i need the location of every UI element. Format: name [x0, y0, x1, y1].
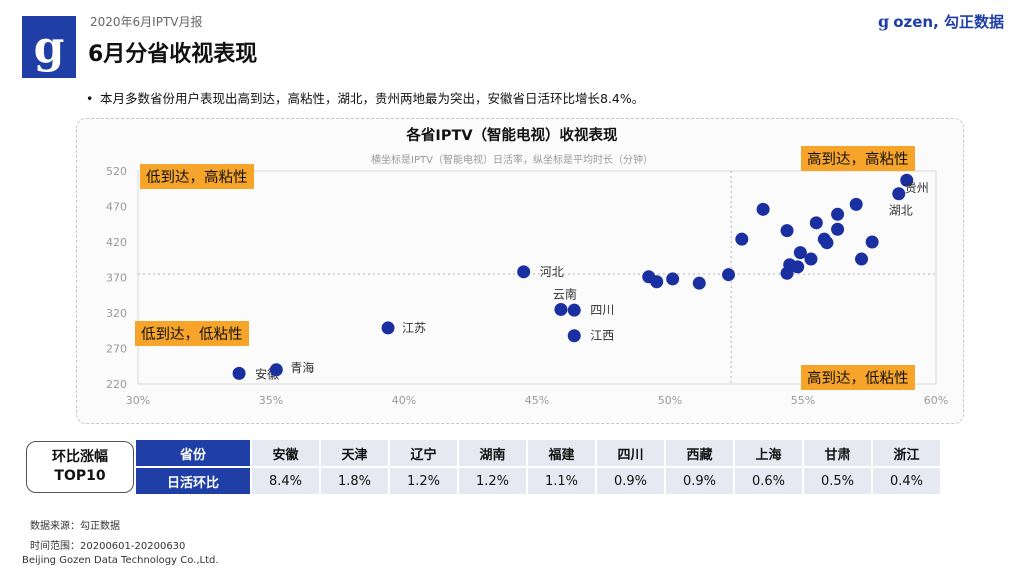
y-tick-label: 320	[106, 307, 127, 320]
ranking-value-cell: 0.4%	[873, 468, 940, 494]
quadrant-label-top-left: 低到达，高粘性	[140, 164, 254, 189]
x-tick-label: 60%	[924, 394, 948, 407]
ranking-value-cell: 0.9%	[666, 468, 733, 494]
data-point-label: 江苏	[402, 321, 426, 335]
data-point	[809, 216, 823, 230]
data-point	[804, 252, 818, 266]
data-point	[820, 236, 834, 250]
data-point	[756, 202, 770, 216]
chart-title: 各省IPTV（智能电视）收视表现	[406, 128, 618, 144]
quadrant-label-top-right: 高到达，高粘性	[801, 146, 915, 171]
ranking-province-cell: 辽宁	[390, 440, 457, 466]
report-title: 2020年6月IPTV月报	[90, 15, 203, 29]
ranking-province-cell: 四川	[597, 440, 664, 466]
data-point	[865, 235, 879, 249]
ranking-province-cell: 西藏	[666, 440, 733, 466]
y-tick-label: 270	[106, 343, 127, 356]
ranking-province-cell: 福建	[528, 440, 595, 466]
top10-label-line2: TOP10	[54, 468, 106, 484]
top10-label-line1: 环比涨幅	[52, 449, 108, 465]
data-point	[381, 321, 395, 335]
plot-area-frame	[137, 170, 937, 385]
footer-source: 数据来源：勾正数据	[30, 521, 120, 532]
data-point	[831, 207, 845, 221]
data-point	[517, 265, 531, 279]
ranking-row-provinces: 省份 安徽 天津 辽宁 湖南 福建 四川 西藏 上海 甘肃 浙江	[136, 440, 940, 466]
ranking-table: 省份 安徽 天津 辽宁 湖南 福建 四川 西藏 上海 甘肃 浙江 日活环比 8.…	[134, 438, 942, 496]
x-tick-label: 40%	[392, 394, 416, 407]
ranking-value-cell: 0.5%	[804, 468, 871, 494]
x-tick-label: 50%	[658, 394, 682, 407]
brand-mark: g	[878, 12, 890, 31]
brand-logo: g ozen, 勾正数据	[878, 11, 1004, 32]
quadrant-label-bottom-right: 高到达，低粘性	[801, 365, 915, 390]
ranking-province-cell: 湖南	[459, 440, 526, 466]
summary-text: 本月多数省份用户表现出高到达，高粘性，湖北，贵州两地最为突出，安徽省日活环比增长…	[100, 91, 645, 106]
y-tick-label: 420	[106, 236, 127, 249]
ranking-header-province: 省份	[136, 440, 250, 466]
x-tick-label: 55%	[791, 394, 815, 407]
data-point	[232, 366, 246, 380]
data-point	[849, 197, 863, 211]
data-point	[666, 272, 680, 286]
data-point	[554, 302, 568, 316]
footer-company: Beijing Gozen Data Technology Co.,Ltd.	[22, 555, 219, 566]
top10-label-box: 环比涨幅 TOP10	[26, 441, 134, 493]
data-point	[780, 224, 794, 238]
y-tick-label: 370	[106, 272, 127, 285]
ranking-province-cell: 上海	[735, 440, 802, 466]
quadrant-label-bottom-left: 低到达，低粘性	[135, 321, 249, 346]
brand-name: ozen, 勾正数据	[893, 13, 1004, 31]
data-point-label: 贵州	[905, 181, 929, 195]
data-point-label: 湖北	[889, 203, 913, 218]
ranking-value-cell: 0.9%	[597, 468, 664, 494]
summary-bullet: • 本月多数省份用户表现出高到达，高粘性，湖北，贵州两地最为突出，安徽省日活环比增…	[86, 88, 644, 107]
ranking-province-cell: 天津	[321, 440, 388, 466]
ranking-province-cell: 浙江	[873, 440, 940, 466]
ranking-value-cell: 1.2%	[459, 468, 526, 494]
ranking-value-cell: 1.2%	[390, 468, 457, 494]
ranking-province-cell: 安徽	[252, 440, 319, 466]
data-point	[692, 276, 706, 290]
data-point-label: 河北	[540, 265, 564, 279]
data-point	[793, 246, 807, 260]
data-point	[791, 260, 805, 274]
y-tick-label: 520	[106, 165, 127, 178]
footer-period: 时间范围：20200601-20200630	[30, 541, 186, 552]
ranking-value-cell: 8.4%	[252, 468, 319, 494]
data-point	[735, 232, 749, 246]
data-point	[892, 187, 906, 201]
ranking-row-values: 日活环比 8.4% 1.8% 1.2% 1.2% 1.1% 0.9% 0.9% …	[136, 468, 940, 494]
data-point	[269, 363, 283, 377]
data-point-label: 江西	[590, 329, 614, 343]
data-point-label: 四川	[590, 303, 614, 317]
y-tick-label: 470	[106, 201, 127, 214]
bullet-symbol: •	[86, 91, 94, 106]
data-point	[900, 173, 914, 187]
page-title: 6月分省收视表现	[88, 42, 258, 67]
data-point	[567, 329, 581, 343]
ranking-province-cell: 甘肃	[804, 440, 871, 466]
chart-subtitle: 横坐标是IPTV（智能电视）日活率，纵坐标是平均时长（分钟）	[371, 155, 653, 166]
x-tick-label: 30%	[126, 394, 150, 407]
ranking-value-cell: 1.1%	[528, 468, 595, 494]
data-point	[831, 222, 845, 236]
x-tick-label: 45%	[525, 394, 549, 407]
ranking-value-cell: 0.6%	[735, 468, 802, 494]
data-point-label: 青海	[290, 360, 314, 375]
brand-logo-block: g	[22, 16, 76, 78]
y-tick-label: 220	[106, 378, 127, 391]
data-point	[650, 275, 664, 289]
data-point	[855, 252, 869, 266]
ranking-header-growth: 日活环比	[136, 468, 250, 494]
brand-logo-glyph: g	[33, 21, 65, 73]
ranking-value-cell: 1.8%	[321, 468, 388, 494]
data-point-label: 云南	[553, 286, 577, 301]
data-point	[567, 303, 581, 317]
data-point	[722, 268, 736, 282]
x-tick-label: 35%	[259, 394, 283, 407]
